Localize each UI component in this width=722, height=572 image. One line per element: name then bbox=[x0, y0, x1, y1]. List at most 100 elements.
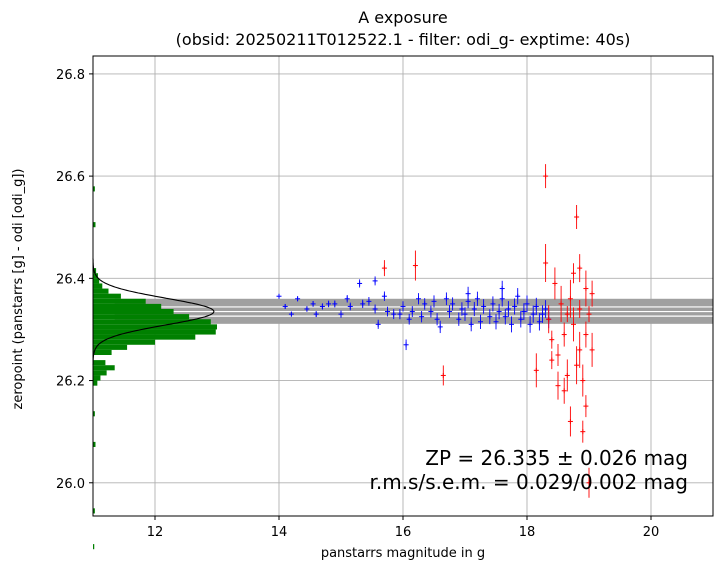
data-point bbox=[580, 420, 586, 443]
data-point bbox=[586, 306, 592, 323]
histogram-bar bbox=[93, 375, 101, 381]
data-point bbox=[564, 306, 570, 323]
data-point bbox=[561, 377, 567, 404]
x-tick-label: 12 bbox=[147, 525, 164, 540]
data-point bbox=[403, 339, 409, 351]
data-point bbox=[589, 332, 595, 367]
data-point bbox=[406, 313, 412, 325]
x-tick-label: 14 bbox=[271, 525, 288, 540]
x-axis-label: panstarrs magnitude in g bbox=[321, 546, 485, 561]
data-point bbox=[552, 267, 558, 300]
data-point bbox=[583, 321, 589, 348]
data-point bbox=[580, 364, 586, 397]
data-point bbox=[456, 312, 462, 326]
data-point bbox=[462, 307, 468, 321]
data-point bbox=[555, 371, 561, 400]
data-point bbox=[357, 279, 363, 288]
data-point bbox=[499, 280, 505, 297]
histogram-bar bbox=[93, 222, 96, 228]
data-point bbox=[574, 346, 580, 385]
histogram-bar bbox=[93, 441, 96, 447]
x-tick-label: 18 bbox=[519, 525, 536, 540]
data-point bbox=[533, 297, 539, 316]
data-point bbox=[524, 295, 530, 313]
data-point bbox=[493, 314, 499, 330]
data-point bbox=[338, 310, 344, 318]
x-tick-label: 16 bbox=[395, 525, 412, 540]
histogram-bar bbox=[93, 186, 95, 192]
data-point bbox=[397, 308, 403, 320]
data-point bbox=[471, 301, 477, 317]
data-point bbox=[586, 467, 592, 498]
chart-title: A exposure bbox=[358, 8, 448, 27]
data-point bbox=[372, 276, 378, 286]
zeropoint-annotation: ZP = 26.335 ± 0.026 mag bbox=[425, 446, 688, 470]
data-point bbox=[282, 303, 288, 309]
data-point bbox=[319, 303, 325, 310]
data-point bbox=[434, 313, 440, 326]
data-point bbox=[428, 305, 434, 318]
data-point bbox=[543, 300, 549, 318]
data-point bbox=[546, 305, 552, 334]
axes: 12 14 16 18 20 26.0 26.2 26.4 26.6 26.8 bbox=[56, 55, 714, 540]
histogram-bar bbox=[93, 319, 211, 325]
rms-annotation: r.m.s/s.e.m. = 0.029/0.002 mag bbox=[369, 470, 688, 494]
data-point bbox=[465, 286, 471, 301]
data-point bbox=[412, 250, 418, 281]
histogram-bar bbox=[93, 380, 98, 386]
histogram-bar bbox=[93, 365, 115, 371]
data-point bbox=[437, 320, 443, 334]
data-point bbox=[344, 295, 350, 303]
plot-frame bbox=[92, 55, 714, 517]
data-point bbox=[543, 244, 549, 282]
data-point bbox=[549, 330, 555, 349]
data-point bbox=[381, 260, 387, 277]
data-point bbox=[487, 309, 493, 325]
chart-subtitle: (obsid: 20250211T012522.1 - filter: odi_… bbox=[176, 30, 631, 50]
data-point bbox=[347, 302, 353, 311]
data-point bbox=[276, 293, 282, 299]
data-point bbox=[571, 307, 576, 342]
data-point bbox=[400, 301, 406, 312]
data-point bbox=[509, 316, 514, 333]
data-point bbox=[567, 406, 573, 437]
data-point bbox=[577, 254, 583, 283]
histogram-bar bbox=[93, 508, 95, 514]
data-point bbox=[409, 306, 415, 317]
data-point bbox=[375, 319, 381, 329]
data-point bbox=[564, 359, 570, 392]
histogram-bar bbox=[93, 339, 155, 345]
data-point bbox=[567, 279, 573, 318]
data-point bbox=[474, 291, 480, 306]
y-tick-label: 26.8 bbox=[56, 68, 85, 83]
data-point bbox=[583, 395, 589, 418]
data-point bbox=[440, 365, 446, 386]
histogram-bar bbox=[93, 303, 162, 309]
data-point bbox=[574, 205, 580, 229]
histogram-bar bbox=[93, 309, 174, 315]
data-point bbox=[496, 303, 502, 320]
data-point bbox=[381, 291, 387, 301]
data-point bbox=[366, 297, 372, 306]
data-point bbox=[540, 305, 545, 323]
x-tick-label: 20 bbox=[643, 525, 660, 540]
histogram-bar bbox=[93, 349, 112, 355]
histogram-bar bbox=[93, 314, 190, 320]
data-point bbox=[295, 296, 301, 302]
data-point bbox=[326, 300, 332, 308]
data-point bbox=[577, 331, 583, 368]
data-point bbox=[589, 280, 595, 307]
data-point bbox=[549, 351, 555, 370]
data-point bbox=[577, 300, 583, 318]
data-point bbox=[558, 285, 564, 322]
data-point bbox=[505, 301, 511, 317]
data-point bbox=[478, 314, 483, 329]
data-points bbox=[276, 164, 595, 498]
data-point bbox=[571, 263, 576, 284]
grid bbox=[93, 56, 713, 516]
y-tick-label: 26.2 bbox=[56, 375, 85, 390]
data-point bbox=[304, 306, 310, 312]
data-point bbox=[447, 305, 452, 318]
